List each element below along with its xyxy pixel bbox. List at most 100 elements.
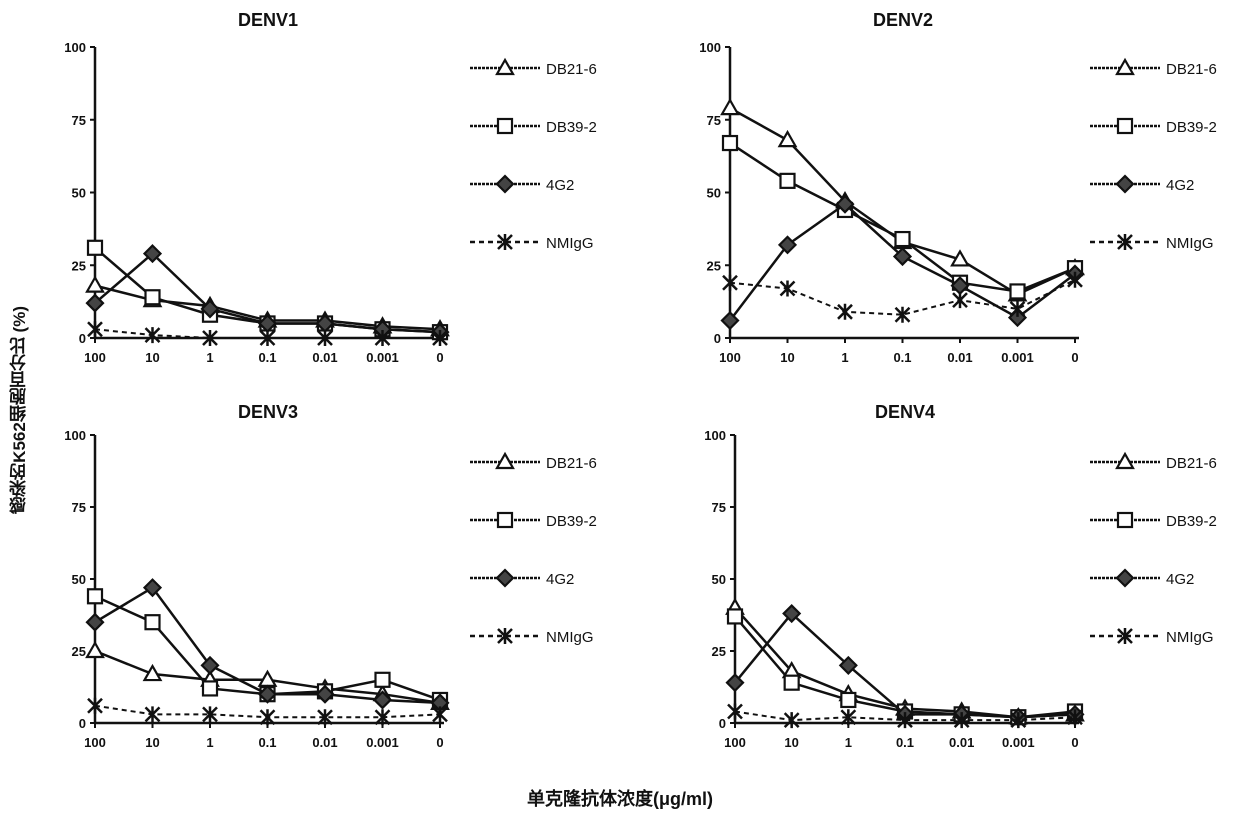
y-tick-label: 75 [72,500,86,515]
x-tick-label: 0.1 [258,350,276,365]
legend-marker [495,57,515,76]
data-point [1009,300,1026,317]
x-tick-label: 0 [1071,350,1078,365]
y-tick-label: 100 [64,40,86,55]
data-point [727,703,743,720]
legend-label: 4G2 [1166,571,1194,588]
y-axis-label: 感染的K562细胞百分比 (%) [9,306,29,514]
legend-label: NMIgG [546,629,594,646]
legend-label: DB21-6 [546,455,597,472]
y-tick-label: 100 [704,428,726,443]
data-point [721,134,739,152]
data-point [782,604,802,624]
x-tick-label: 0 [1071,735,1078,750]
x-tick-label: 100 [719,350,741,365]
legend-marker [1117,628,1133,644]
panel-denv2: DENV2 0 25 50 75 100 100 10 1 0.1 0.01 0.001 0 DB21-6… [699,10,1217,365]
panel-denv1: DENV1 0 25 50 75 100 100 10 1 0.1 0.01 0.001 0 DB21-6… [64,10,597,365]
legend-label: DB21-6 [1166,455,1217,472]
data-point [952,292,968,309]
legend-marker [495,451,515,470]
x-tick-label: 0.01 [312,735,337,750]
data-point [315,684,335,704]
legend-marker [1115,57,1135,76]
x-tick-label: 10 [780,350,794,365]
data-point [722,274,738,291]
y-tick-label: 100 [64,428,86,443]
legend-marker [495,174,515,194]
series-nmigg: NMIgG [87,628,594,726]
legend-label: DB39-2 [1166,513,1217,530]
data-point [142,663,163,682]
y-tick-label: 50 [72,186,86,201]
series-db21-6: DB21-6 [720,57,1217,302]
data-point [85,640,105,659]
data-point [432,706,448,723]
data-point [720,97,740,116]
data-point [86,239,104,256]
data-point [950,249,970,267]
legend-label: 4G2 [546,177,574,194]
data-point [777,235,798,255]
data-point [1067,709,1083,726]
data-point [259,330,276,346]
series-nmigg: NMIgG [722,234,1214,323]
legend-marker [1115,568,1135,588]
data-point [144,327,161,344]
data-point [783,712,800,729]
series-db21-6: DB21-6 [85,57,597,337]
panel-title: DENV2 [873,10,933,30]
x-tick-label: 0 [436,350,443,365]
data-point [720,310,740,331]
x-tick-label: 0.1 [258,735,276,750]
data-point [953,712,970,729]
data-point [835,194,855,214]
legend-label: DB39-2 [1166,119,1217,136]
y-tick-label: 75 [712,500,726,515]
data-point [783,674,800,691]
data-point [144,614,161,631]
data-point [200,655,220,675]
series-line [729,141,1076,293]
series-db39-2: DB39-2 [726,511,1217,726]
data-point [201,680,219,697]
legend-marker [1115,451,1135,470]
x-axis-label: 单克隆抗体浓度(μg/ml) [526,789,713,809]
data-point [372,690,393,710]
y-tick-label: 100 [699,40,721,55]
panel-title: DENV4 [875,402,935,422]
x-tick-label: 1 [206,350,213,365]
legend-label: NMIgG [1166,629,1214,646]
data-point [892,246,913,267]
x-tick-label: 100 [724,735,746,750]
data-point [317,330,333,346]
y-tick-label: 25 [712,644,726,659]
data-point [202,330,218,346]
data-point [142,578,163,598]
data-point [85,275,105,293]
data-point [87,697,103,714]
data-point [777,129,798,148]
x-tick-label: 0 [436,735,443,750]
series-4g2: 4G2 [85,568,574,713]
data-point [202,706,218,723]
series-db39-2: DB39-2 [86,117,597,341]
x-tick-label: 10 [784,735,798,750]
data-point [1010,712,1027,729]
legend-label: DB21-6 [546,61,597,78]
data-point [144,706,161,723]
legend-label: 4G2 [1166,177,1194,194]
series-nmigg: NMIgG [87,234,594,346]
series-4g2: 4G2 [725,568,1194,727]
data-point [432,330,448,346]
data-point [142,244,163,264]
data-point [1067,271,1083,288]
legend-label: DB39-2 [546,513,597,530]
y-tick-label: 25 [72,644,86,659]
data-point [1009,283,1026,300]
panel-title: DENV1 [238,10,298,30]
data-point [200,299,220,319]
x-tick-label: 0.001 [366,350,399,365]
x-tick-label: 1 [845,735,852,750]
